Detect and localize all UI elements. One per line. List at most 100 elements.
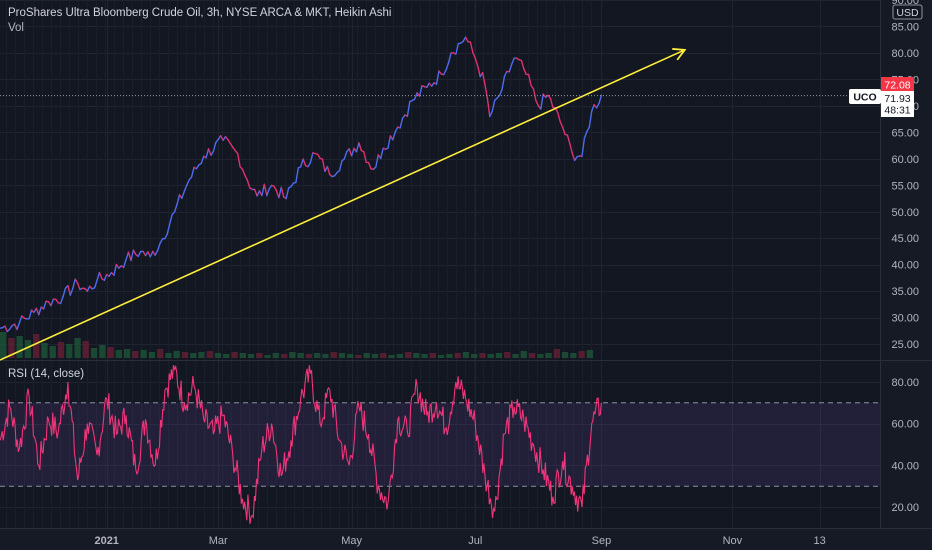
volume-bar bbox=[322, 354, 329, 358]
volume-bar bbox=[99, 345, 106, 358]
price-segment bbox=[200, 155, 205, 165]
volume-bar bbox=[413, 353, 420, 358]
price-segment bbox=[549, 97, 554, 109]
price-tick-label: 25.00 bbox=[891, 339, 919, 351]
price-segment bbox=[185, 179, 190, 187]
price-segment bbox=[72, 278, 76, 290]
price-segment bbox=[241, 168, 246, 177]
price-segment bbox=[583, 130, 588, 139]
price-segment bbox=[261, 183, 265, 197]
price-segment bbox=[125, 251, 130, 261]
price-segment bbox=[28, 309, 33, 320]
volume-bar bbox=[165, 353, 172, 358]
price-segment bbox=[520, 59, 525, 70]
price-segment bbox=[169, 213, 173, 225]
price-segment bbox=[418, 85, 423, 97]
volume-bar bbox=[297, 353, 304, 358]
volume-bar bbox=[487, 354, 494, 358]
volume-bar bbox=[66, 344, 73, 358]
price-segment bbox=[435, 70, 440, 86]
price-segment bbox=[207, 148, 212, 157]
price-segment bbox=[498, 88, 503, 97]
volume-bar bbox=[528, 353, 536, 358]
rsi-axis-labels[interactable]: 20.00 40.00 60.00 80.00 bbox=[891, 377, 919, 514]
volume-bar bbox=[132, 351, 139, 358]
price-segment bbox=[489, 110, 493, 118]
volume-bar bbox=[347, 354, 354, 358]
currency-badge[interactable]: USD bbox=[892, 4, 923, 20]
volume-bar bbox=[545, 353, 552, 358]
price-segment bbox=[469, 41, 474, 54]
price-segment bbox=[59, 295, 64, 305]
price-segment bbox=[317, 153, 321, 160]
volume-bar bbox=[206, 351, 213, 358]
price-segment bbox=[229, 142, 234, 148]
price-segment bbox=[343, 150, 348, 160]
volume-bar bbox=[404, 352, 412, 358]
volume-bar bbox=[479, 353, 486, 358]
price-segment bbox=[426, 82, 430, 89]
price-segment bbox=[326, 165, 331, 176]
volume-bar bbox=[173, 351, 180, 358]
price-segment bbox=[588, 110, 593, 128]
volume-bar bbox=[305, 354, 313, 358]
time-axis-labels[interactable]: 2021 Mar May Jul Sep Nov 13 bbox=[94, 535, 825, 547]
price-segment bbox=[508, 63, 513, 73]
price-segment bbox=[38, 306, 42, 316]
price-segment bbox=[455, 42, 459, 55]
price-segment bbox=[263, 183, 268, 197]
volume-bar bbox=[214, 353, 222, 358]
price-segment bbox=[392, 131, 396, 141]
price-segment bbox=[76, 282, 81, 291]
rsi-band bbox=[0, 402, 880, 487]
price-segment bbox=[127, 251, 132, 262]
price-segment bbox=[380, 147, 384, 160]
price-segment bbox=[212, 141, 217, 153]
price-segment bbox=[571, 152, 576, 162]
volume-bar bbox=[429, 353, 436, 358]
price-segment bbox=[159, 238, 164, 245]
price-segment bbox=[474, 57, 479, 67]
price-segment bbox=[561, 126, 566, 136]
volume-bar bbox=[90, 348, 98, 358]
rsi-label: RSI (14, close) bbox=[8, 368, 84, 380]
volume-bar bbox=[148, 352, 156, 358]
price-segment bbox=[256, 190, 261, 197]
time-tick-label: May bbox=[341, 535, 362, 547]
price-segment bbox=[595, 102, 600, 109]
rsi-tick-label: 60.00 bbox=[891, 419, 919, 431]
volume-bar bbox=[537, 354, 544, 358]
price-tick-label: 80.00 bbox=[891, 48, 919, 60]
price-segment bbox=[96, 271, 101, 282]
high-tag-box bbox=[881, 77, 914, 92]
price-segment bbox=[103, 273, 108, 281]
volume-bar bbox=[198, 352, 205, 358]
price-segment bbox=[491, 99, 496, 112]
trendline[interactable] bbox=[0, 48, 687, 361]
volume-bar bbox=[281, 354, 288, 358]
price-segment bbox=[93, 279, 98, 289]
high-tag: 72.08 bbox=[884, 80, 910, 92]
volume-bar bbox=[512, 354, 519, 358]
price-segment bbox=[486, 97, 491, 118]
trendline-group[interactable] bbox=[0, 48, 687, 361]
price-segment bbox=[244, 174, 249, 181]
price-segment bbox=[309, 152, 314, 164]
price-segment bbox=[581, 137, 586, 157]
price-segment bbox=[253, 188, 258, 197]
price-segment bbox=[285, 187, 290, 200]
price-tick-label: 45.00 bbox=[891, 233, 919, 245]
volume-bar bbox=[49, 346, 56, 358]
price-segment bbox=[501, 75, 506, 91]
price-segment bbox=[472, 51, 476, 59]
volume-bar bbox=[0, 332, 7, 358]
price-segment bbox=[540, 93, 544, 110]
currency-badge-box bbox=[892, 4, 923, 20]
price-segment bbox=[205, 148, 210, 159]
price-segment bbox=[401, 114, 406, 120]
volume-bar bbox=[140, 350, 147, 358]
price-segment bbox=[147, 251, 152, 258]
rsi-series bbox=[0, 364, 602, 524]
volume-bar bbox=[421, 354, 428, 358]
price-segment bbox=[173, 203, 178, 213]
